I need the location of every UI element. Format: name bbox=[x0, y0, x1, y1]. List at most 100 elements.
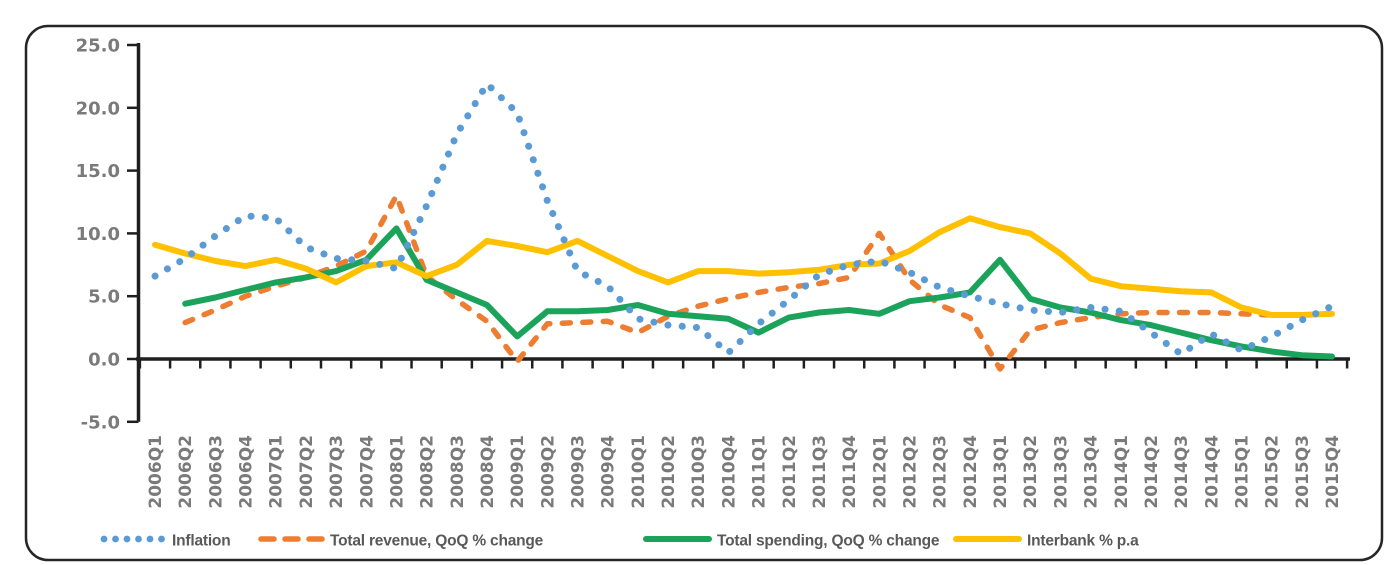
x-category-label: 2012Q1 bbox=[870, 435, 890, 509]
x-category-label: 2008Q3 bbox=[448, 435, 468, 509]
x-category-label-text: 2006Q3 bbox=[206, 435, 226, 509]
y-tick-label: 20.0 bbox=[76, 98, 120, 119]
x-category-label-text: 2014Q2 bbox=[1142, 435, 1162, 509]
x-category-label: 2006Q2 bbox=[176, 435, 196, 509]
x-category-label: 2014Q1 bbox=[1112, 435, 1132, 509]
x-category-label: 2015Q2 bbox=[1263, 435, 1283, 509]
x-category-label-text: 2012Q3 bbox=[931, 435, 951, 509]
x-category-label: 2008Q4 bbox=[478, 435, 498, 509]
x-category-label: 2006Q4 bbox=[237, 435, 257, 509]
y-tick-label: -5.0 bbox=[81, 412, 120, 433]
x-category-label-text: 2013Q4 bbox=[1082, 435, 1102, 509]
x-category-label-text: 2013Q1 bbox=[991, 435, 1011, 509]
legend-label: Total revenue, QoQ % change bbox=[330, 533, 544, 550]
x-category-label-text: 2006Q1 bbox=[146, 435, 166, 509]
x-category-label: 2011Q2 bbox=[780, 435, 800, 509]
y-tick-label: 10.0 bbox=[76, 224, 120, 245]
x-category-label: 2013Q1 bbox=[991, 435, 1011, 509]
x-category-label-text: 2010Q2 bbox=[659, 435, 679, 509]
y-tick-label: 0.0 bbox=[88, 350, 120, 371]
x-category-label-text: 2012Q1 bbox=[870, 435, 890, 509]
x-category-label-text: 2012Q2 bbox=[901, 435, 921, 509]
x-category-label: 2015Q4 bbox=[1323, 435, 1343, 509]
figure-border bbox=[24, 24, 1384, 562]
x-category-label-text: 2015Q2 bbox=[1263, 435, 1283, 509]
x-category-label-text: 2015Q3 bbox=[1293, 435, 1313, 509]
x-category-label-text: 2009Q3 bbox=[569, 435, 589, 509]
x-category-label: 2013Q4 bbox=[1082, 435, 1102, 509]
x-category-label-text: 2011Q3 bbox=[810, 435, 830, 509]
x-category-label: 2015Q1 bbox=[1232, 435, 1252, 509]
x-category-label-text: 2007Q4 bbox=[357, 435, 377, 509]
series-line-total-revenue-qoq-change bbox=[182, 192, 1335, 372]
legend-label: Inflation bbox=[172, 533, 230, 550]
x-category-label-text: 2007Q3 bbox=[327, 435, 347, 509]
series-line-inflation bbox=[151, 80, 1336, 358]
x-category-label: 2010Q4 bbox=[719, 435, 739, 509]
x-category-label-text: 2013Q2 bbox=[1021, 435, 1041, 509]
x-category-label-text: 2015Q1 bbox=[1232, 435, 1252, 509]
x-category-label: 2011Q3 bbox=[810, 435, 830, 509]
x-category-label-text: 2009Q2 bbox=[538, 435, 558, 509]
x-category-label: 2009Q2 bbox=[538, 435, 558, 509]
x-category-label-text: 2010Q4 bbox=[719, 435, 739, 509]
x-category-label-text: 2008Q3 bbox=[448, 435, 468, 509]
x-category-label-text: 2007Q1 bbox=[267, 435, 287, 509]
x-category-label: 2007Q3 bbox=[327, 435, 347, 509]
x-category-label-text: 2007Q2 bbox=[297, 435, 317, 509]
x-category-label: 2011Q1 bbox=[750, 435, 770, 509]
x-category-label: 2012Q4 bbox=[961, 435, 981, 509]
x-category-label: 2007Q4 bbox=[357, 435, 377, 509]
x-category-label: 2008Q2 bbox=[418, 435, 438, 509]
x-category-label-text: 2014Q3 bbox=[1172, 435, 1192, 509]
x-category-label-text: 2006Q2 bbox=[176, 435, 196, 509]
legend-swatch-dot bbox=[123, 535, 131, 543]
x-category-label: 2006Q1 bbox=[146, 435, 166, 509]
x-category-label-text: 2014Q1 bbox=[1112, 435, 1132, 509]
legend-swatch-dot bbox=[158, 535, 165, 543]
legend-item-4: Interbank % p.a bbox=[953, 533, 1139, 550]
x-category-label: 2014Q4 bbox=[1202, 435, 1222, 509]
x-category-label: 2009Q3 bbox=[569, 435, 589, 509]
legend-swatch-dot bbox=[100, 535, 108, 543]
legend-item-2: Total revenue, QoQ % change bbox=[258, 533, 544, 550]
legend-label: Interbank % p.a bbox=[1027, 533, 1139, 550]
x-category-label-text: 2012Q4 bbox=[961, 435, 981, 509]
series-line-total-spending-qoq-change bbox=[182, 225, 1335, 360]
x-category-label: 2014Q3 bbox=[1172, 435, 1192, 509]
x-category-label: 2013Q3 bbox=[1051, 435, 1071, 509]
x-category-label: 2006Q3 bbox=[206, 435, 226, 509]
y-tick-label: 25.0 bbox=[76, 36, 120, 57]
x-category-label: 2009Q1 bbox=[508, 435, 528, 509]
x-category-label-text: 2008Q4 bbox=[478, 435, 498, 509]
x-category-label: 2012Q2 bbox=[901, 435, 921, 509]
x-category-label: 2007Q1 bbox=[267, 435, 287, 509]
x-category-label: 2013Q2 bbox=[1021, 435, 1041, 509]
x-category-label-text: 2014Q4 bbox=[1202, 435, 1222, 509]
x-category-label-text: 2008Q2 bbox=[418, 435, 438, 509]
legend-swatch-dot bbox=[112, 535, 119, 543]
x-category-label: 2011Q4 bbox=[840, 435, 860, 509]
y-tick-label: 5.0 bbox=[88, 287, 120, 308]
x-category-label: 2007Q2 bbox=[297, 435, 317, 509]
legend-label: Total spending, QoQ % change bbox=[717, 533, 940, 550]
series-line-interbank-p-a bbox=[152, 215, 1335, 318]
legend-item-1: Inflation bbox=[100, 533, 231, 550]
x-category-label-text: 2009Q4 bbox=[599, 435, 619, 509]
y-tick-label: 15.0 bbox=[76, 161, 120, 182]
x-category-label-text: 2006Q4 bbox=[237, 435, 257, 509]
x-category-label-text: 2010Q1 bbox=[629, 435, 649, 509]
x-category-label-text: 2010Q3 bbox=[689, 435, 709, 509]
x-category-label-text: 2013Q3 bbox=[1051, 435, 1071, 509]
x-category-label: 2009Q4 bbox=[599, 435, 619, 509]
x-category-label-text: 2011Q1 bbox=[750, 435, 770, 509]
x-category-label: 2012Q3 bbox=[931, 435, 951, 509]
x-category-label-text: 2015Q4 bbox=[1323, 435, 1343, 509]
legend-swatch-dot bbox=[135, 535, 142, 543]
x-category-label-text: 2011Q4 bbox=[840, 435, 860, 509]
x-category-label: 2015Q3 bbox=[1293, 435, 1313, 509]
x-category-label: 2010Q3 bbox=[689, 435, 709, 509]
legend-item-3: Total spending, QoQ % change bbox=[643, 533, 940, 550]
